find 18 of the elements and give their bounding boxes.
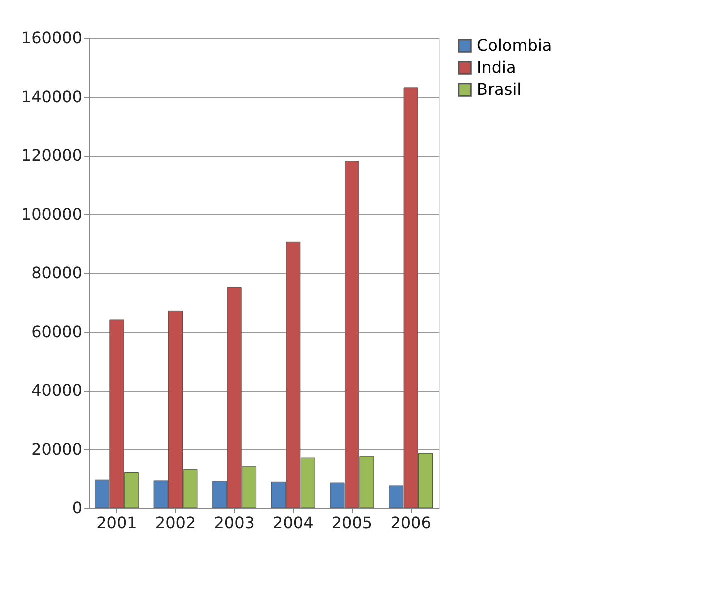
y-tick-label: 60000 [32, 322, 82, 342]
legend-label: Colombia [477, 36, 552, 55]
x-tick-label: 2001 [96, 514, 138, 532]
y-tick-label: 80000 [32, 264, 82, 282]
y-tick-label: 40000 [32, 381, 82, 400]
x-tick-label: 2002 [155, 514, 196, 532]
y-tick-label: 120000 [21, 146, 82, 165]
y-tick-label: 140000 [21, 87, 82, 106]
y-tick-label: 100000 [21, 204, 82, 224]
legend-label: India [477, 58, 516, 77]
x-tick-label: 2004 [273, 514, 314, 532]
x-tick-label: 2005 [332, 514, 373, 532]
x-tick-label: 2003 [214, 514, 255, 532]
y-tick-label: 20000 [32, 440, 82, 459]
y-tick-label: 160000 [21, 28, 82, 48]
y-tick-label: 0 [72, 498, 82, 518]
legend-label: Brasil [477, 80, 522, 99]
x-tick-label: 2006 [390, 514, 432, 532]
